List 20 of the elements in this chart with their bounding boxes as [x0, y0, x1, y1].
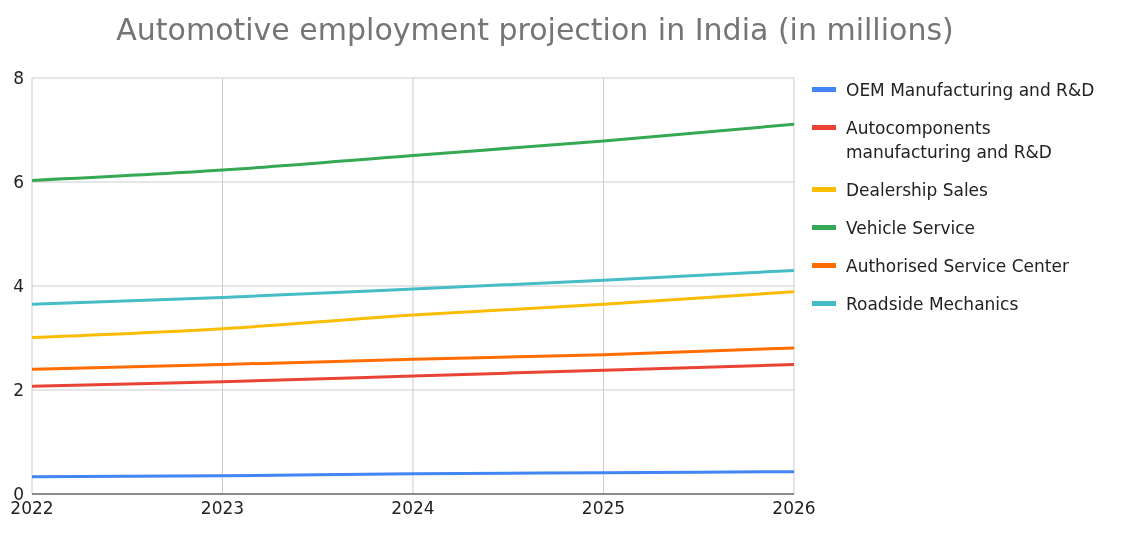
- line-series: [32, 122, 794, 182]
- line-series: [32, 290, 794, 339]
- y-tick-label: 8: [13, 68, 24, 89]
- line-series: [32, 268, 794, 306]
- chart-title: Automotive employment projection in India (in millions): [115, 11, 955, 49]
- legend-label: Vehicle Service: [846, 217, 976, 240]
- x-tick-label: 2024: [391, 498, 435, 519]
- legend-label: OEM Manufacturing and R&D: [846, 79, 1095, 102]
- legend-label: Roadside Mechanics: [846, 293, 1019, 316]
- legend-label: Authorised Service Center: [846, 255, 1069, 278]
- line-series: [32, 363, 794, 388]
- x-tick-label: 2023: [200, 498, 245, 519]
- line-series: [32, 346, 794, 371]
- legend-label: Autocomponents manufacturing and R&D: [846, 117, 1053, 164]
- y-tick-label: 2: [13, 380, 24, 401]
- legend-label: Dealership Sales: [846, 179, 988, 202]
- x-tick-label: 2025: [581, 498, 626, 519]
- y-tick-label: 6: [13, 172, 24, 193]
- y-tick-label: 4: [13, 276, 24, 297]
- x-tick-label: 2026: [772, 498, 816, 519]
